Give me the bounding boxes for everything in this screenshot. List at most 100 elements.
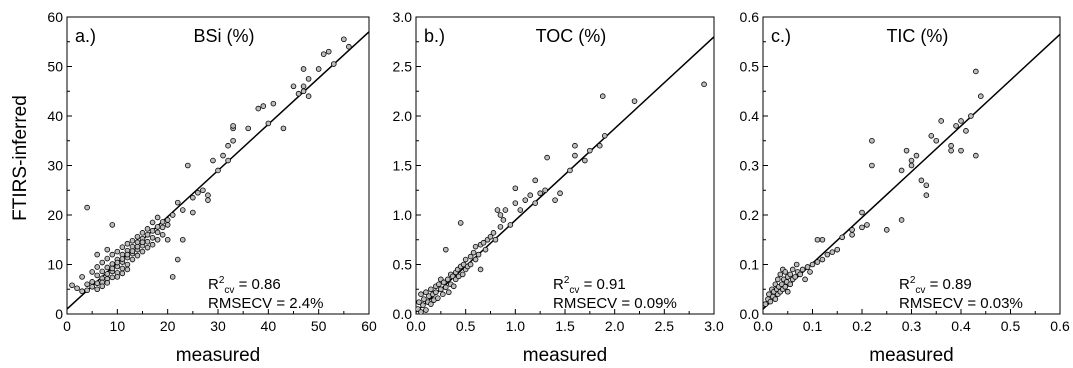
data-point	[164, 222, 171, 228]
data-point	[305, 76, 312, 82]
data-point	[557, 190, 563, 197]
data-point	[114, 259, 121, 266]
data-point	[544, 154, 550, 161]
data-point	[923, 192, 930, 199]
x-tick-label: 0.1	[803, 318, 823, 334]
data-point	[300, 83, 307, 90]
data-point	[69, 282, 75, 289]
data-point	[159, 219, 166, 225]
data-point	[129, 248, 136, 254]
r2-stat: R2cv = 0.89	[899, 275, 972, 296]
data-point	[84, 204, 90, 211]
data-point	[94, 251, 100, 258]
data-point	[442, 284, 449, 291]
data-point	[416, 299, 422, 305]
data-point	[190, 209, 196, 216]
data-point	[265, 120, 272, 127]
data-point	[913, 152, 920, 159]
data-point	[159, 232, 166, 238]
data-point	[782, 269, 789, 275]
data-point	[290, 83, 297, 90]
data-point	[144, 244, 151, 251]
data-point	[512, 200, 519, 206]
data-point	[109, 274, 116, 281]
data-point	[94, 264, 100, 270]
data-point	[305, 93, 312, 99]
data-point	[953, 123, 959, 129]
data-point	[255, 105, 262, 112]
data-point	[149, 241, 156, 248]
data-point	[436, 281, 442, 288]
data-point	[869, 137, 875, 144]
data-point	[154, 236, 161, 243]
data-point	[129, 256, 136, 263]
data-point	[492, 236, 499, 243]
data-point	[777, 271, 784, 278]
y-tick-label: 0.1	[740, 257, 760, 273]
data-point	[104, 255, 111, 262]
data-point	[428, 286, 434, 293]
data-point	[789, 266, 796, 273]
data-point	[775, 276, 781, 283]
data-point	[502, 207, 509, 213]
data-point	[631, 98, 638, 104]
data-point	[418, 291, 424, 298]
data-point	[599, 93, 606, 99]
x-axis-label: measured	[869, 345, 954, 366]
data-point	[864, 222, 870, 228]
y-tick-label: 0.3	[740, 158, 760, 174]
data-point	[174, 256, 181, 263]
chart-panel-2: 0.0 0.5 1.0 1.5 2.0 2.5 3.0 0.0 0.5 1.0 1.5 2.0 2.5 3…	[393, 9, 724, 366]
data-point	[341, 36, 347, 43]
data-point	[849, 232, 855, 238]
data-point	[230, 123, 236, 129]
data-point	[144, 238, 151, 245]
data-point	[280, 125, 287, 132]
data-point	[517, 207, 524, 213]
data-point	[567, 167, 573, 174]
data-point	[114, 248, 121, 255]
x-tick-label: 1.5	[555, 318, 575, 334]
x-tick-label: 0.6	[1050, 318, 1070, 334]
data-point	[898, 217, 905, 223]
data-point	[782, 283, 789, 290]
x-tick-label: 60	[361, 318, 377, 334]
data-point	[472, 256, 479, 263]
y-tick-label: 10	[47, 257, 63, 273]
chart-panel-1: 0 10 20 30 40 50 60 0 10 20 30 40 50 60 measured a.) BSi…	[47, 9, 377, 366]
data-point	[185, 162, 191, 169]
data-point	[154, 224, 161, 230]
data-point	[164, 236, 171, 243]
data-point	[139, 230, 146, 236]
data-point	[467, 261, 474, 268]
x-tick-label: 0.2	[852, 318, 872, 334]
data-point	[104, 246, 111, 253]
data-point	[139, 239, 146, 246]
data-point	[245, 125, 252, 132]
x-tick-label: 0.0	[753, 318, 773, 334]
panel-title: TIC (%)	[886, 26, 948, 46]
y-tick-label: 1.5	[393, 158, 413, 174]
data-point	[119, 270, 126, 277]
data-point	[205, 192, 211, 199]
data-point	[89, 279, 95, 285]
x-axis-label: measured	[176, 345, 261, 366]
data-point	[839, 234, 845, 241]
data-point	[89, 283, 95, 290]
x-tick-label: 10	[110, 318, 126, 334]
data-point	[420, 302, 426, 308]
x-tick-label: 20	[160, 318, 176, 334]
y-tick-label: 0	[55, 306, 63, 322]
y-tick-label: 0.0	[740, 306, 760, 322]
y-tick-label: 0.5	[393, 257, 413, 273]
data-point	[442, 246, 449, 253]
data-point	[802, 276, 808, 283]
data-point	[500, 217, 507, 223]
data-point	[829, 249, 836, 255]
data-point	[149, 228, 156, 234]
data-point	[320, 51, 327, 57]
data-point	[814, 259, 821, 265]
data-point	[596, 142, 603, 149]
data-point	[300, 66, 307, 72]
